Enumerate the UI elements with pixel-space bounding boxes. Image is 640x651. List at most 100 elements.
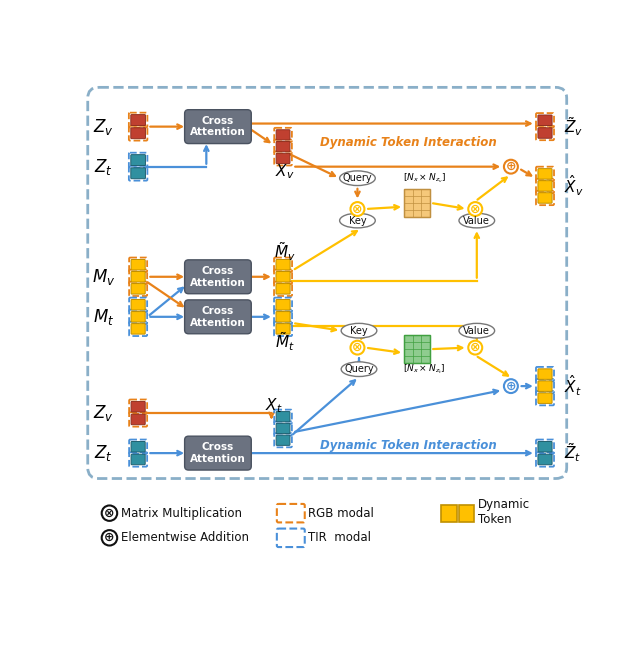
- Text: ⊗: ⊗: [352, 341, 363, 354]
- Circle shape: [504, 379, 518, 393]
- Text: ⊗: ⊗: [104, 506, 115, 519]
- Text: $\hat{X}_v$: $\hat{X}_v$: [564, 174, 584, 198]
- Text: Dynamic
Token: Dynamic Token: [478, 497, 531, 525]
- Text: ⊕: ⊕: [506, 160, 516, 173]
- Text: Cross
Attention: Cross Attention: [190, 442, 246, 464]
- FancyBboxPatch shape: [184, 300, 252, 334]
- Circle shape: [468, 340, 482, 355]
- Text: ⊕: ⊕: [104, 531, 115, 544]
- FancyBboxPatch shape: [276, 271, 290, 282]
- Ellipse shape: [341, 324, 377, 338]
- FancyBboxPatch shape: [184, 260, 252, 294]
- Text: Key: Key: [349, 215, 366, 225]
- Ellipse shape: [340, 214, 375, 228]
- FancyBboxPatch shape: [276, 130, 290, 140]
- Text: $[N_x \times N_{z_v}]$: $[N_x \times N_{z_v}]$: [403, 171, 446, 185]
- FancyBboxPatch shape: [538, 115, 552, 126]
- Text: $\tilde{M}_t$: $\tilde{M}_t$: [275, 330, 294, 353]
- Text: Elementwise Addition: Elementwise Addition: [121, 531, 249, 544]
- FancyBboxPatch shape: [131, 271, 145, 282]
- FancyBboxPatch shape: [276, 141, 290, 152]
- FancyBboxPatch shape: [184, 109, 252, 144]
- Text: Matrix Multiplication: Matrix Multiplication: [121, 506, 242, 519]
- FancyBboxPatch shape: [276, 284, 290, 294]
- Text: $X_v$: $X_v$: [275, 162, 294, 180]
- Ellipse shape: [341, 362, 377, 376]
- Ellipse shape: [340, 171, 375, 186]
- FancyBboxPatch shape: [131, 324, 145, 334]
- Text: $Z_v$: $Z_v$: [93, 403, 114, 423]
- Circle shape: [351, 202, 364, 216]
- FancyBboxPatch shape: [131, 299, 145, 310]
- Text: RGB modal: RGB modal: [308, 506, 374, 519]
- FancyBboxPatch shape: [131, 284, 145, 294]
- Text: Dynamic Token Interaction: Dynamic Token Interaction: [320, 439, 497, 452]
- Bar: [404, 335, 430, 363]
- Text: $\tilde{Z}_t$: $\tilde{Z}_t$: [564, 442, 582, 464]
- Text: $X_t$: $X_t$: [265, 396, 282, 415]
- Text: $\tilde{M}_v$: $\tilde{M}_v$: [274, 241, 296, 264]
- Text: Cross
Attention: Cross Attention: [190, 306, 246, 327]
- FancyBboxPatch shape: [131, 454, 145, 465]
- Bar: [441, 505, 457, 521]
- FancyBboxPatch shape: [538, 381, 552, 391]
- Text: ⊕: ⊕: [506, 380, 516, 393]
- Bar: [404, 335, 430, 363]
- Text: $Z_v$: $Z_v$: [93, 117, 114, 137]
- FancyBboxPatch shape: [131, 260, 145, 270]
- Bar: [459, 505, 474, 521]
- Text: $Z_t$: $Z_t$: [94, 443, 113, 463]
- FancyBboxPatch shape: [538, 441, 552, 452]
- FancyBboxPatch shape: [276, 153, 290, 163]
- Text: Query: Query: [344, 364, 374, 374]
- Circle shape: [504, 159, 518, 174]
- Text: ⊗: ⊗: [352, 202, 363, 215]
- Circle shape: [351, 340, 364, 355]
- FancyBboxPatch shape: [131, 168, 145, 179]
- FancyBboxPatch shape: [276, 260, 290, 270]
- FancyBboxPatch shape: [538, 169, 552, 179]
- FancyBboxPatch shape: [276, 411, 290, 422]
- FancyBboxPatch shape: [131, 402, 145, 412]
- Text: ⊗: ⊗: [470, 341, 481, 354]
- FancyBboxPatch shape: [538, 128, 552, 138]
- FancyBboxPatch shape: [276, 299, 290, 310]
- FancyBboxPatch shape: [276, 435, 290, 445]
- Text: $Z_t$: $Z_t$: [94, 157, 113, 176]
- Text: $[N_x \times N_{z_t}]$: $[N_x \times N_{z_t}]$: [403, 363, 445, 376]
- Text: ⊗: ⊗: [470, 202, 481, 215]
- FancyBboxPatch shape: [131, 414, 145, 424]
- FancyBboxPatch shape: [88, 87, 566, 478]
- Ellipse shape: [459, 214, 495, 228]
- Text: Key: Key: [350, 326, 368, 336]
- Circle shape: [102, 530, 117, 546]
- Ellipse shape: [459, 324, 495, 338]
- Text: Value: Value: [463, 215, 490, 225]
- Circle shape: [102, 505, 117, 521]
- Bar: [404, 189, 430, 217]
- FancyBboxPatch shape: [538, 181, 552, 191]
- FancyBboxPatch shape: [538, 193, 552, 203]
- Circle shape: [468, 202, 482, 216]
- Text: $\tilde{Z}_v$: $\tilde{Z}_v$: [564, 115, 584, 138]
- FancyBboxPatch shape: [184, 436, 252, 470]
- Bar: [404, 189, 430, 217]
- FancyBboxPatch shape: [131, 441, 145, 452]
- FancyBboxPatch shape: [276, 312, 290, 322]
- FancyBboxPatch shape: [131, 155, 145, 165]
- Text: $M_v$: $M_v$: [92, 267, 115, 287]
- Text: Cross
Attention: Cross Attention: [190, 116, 246, 137]
- FancyBboxPatch shape: [538, 393, 552, 404]
- FancyBboxPatch shape: [131, 128, 145, 139]
- Text: Dynamic Token Interaction: Dynamic Token Interaction: [320, 135, 497, 148]
- FancyBboxPatch shape: [538, 369, 552, 380]
- Text: Query: Query: [342, 173, 372, 183]
- Text: Cross
Attention: Cross Attention: [190, 266, 246, 288]
- Text: $\hat{X}_t$: $\hat{X}_t$: [564, 374, 582, 398]
- Text: TIR  modal: TIR modal: [308, 531, 371, 544]
- FancyBboxPatch shape: [538, 454, 552, 465]
- Text: Value: Value: [463, 326, 490, 336]
- FancyBboxPatch shape: [276, 324, 290, 334]
- Text: $M_t$: $M_t$: [93, 307, 114, 327]
- FancyBboxPatch shape: [131, 115, 145, 126]
